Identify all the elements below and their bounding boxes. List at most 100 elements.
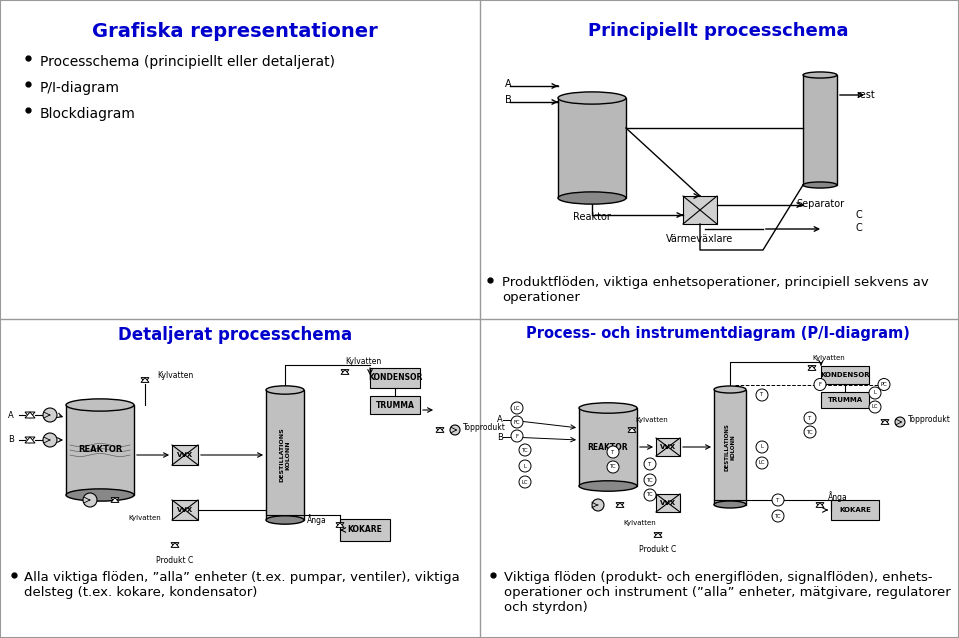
Text: Produkt C: Produkt C [640,545,677,554]
Circle shape [511,416,523,428]
Polygon shape [336,523,344,528]
Text: KOKARE: KOKARE [347,526,383,535]
Text: Processchema (principiellt eller detaljerat): Processchema (principiellt eller detalje… [40,55,335,69]
Ellipse shape [266,516,304,524]
Circle shape [83,493,97,507]
Bar [579,408,637,486]
Ellipse shape [266,386,304,394]
Circle shape [607,461,619,473]
Polygon shape [654,533,662,537]
Text: L: L [524,463,526,468]
Text: B: B [8,436,14,445]
Text: T: T [612,450,615,454]
Polygon shape [111,498,119,502]
Circle shape [869,387,881,399]
Circle shape [644,489,656,501]
Bar [714,390,746,505]
Polygon shape [808,366,816,371]
Polygon shape [616,503,624,507]
Circle shape [772,494,784,506]
Circle shape [772,510,784,522]
Polygon shape [25,437,35,443]
Text: LC: LC [872,404,878,410]
Circle shape [511,402,523,414]
Text: REAKTOR: REAKTOR [78,445,122,454]
Text: TC: TC [522,447,528,452]
Text: Topprodukt: Topprodukt [908,415,951,424]
Bar [172,500,198,520]
Text: DESTILLATIONS
KOLONN: DESTILLATIONS KOLONN [725,423,736,471]
Polygon shape [616,503,624,507]
Text: A: A [505,79,511,89]
Text: DESTILLATIONS
KOLONN: DESTILLATIONS KOLONN [280,427,291,482]
Polygon shape [808,366,816,371]
Circle shape [756,441,768,453]
Circle shape [869,401,881,413]
Text: VVX: VVX [177,452,193,458]
Text: VVX: VVX [177,507,193,513]
Text: P/I-diagram: P/I-diagram [40,81,120,95]
Polygon shape [341,369,349,375]
Polygon shape [654,533,662,537]
Ellipse shape [66,489,134,501]
Text: KONDENSOR: KONDENSOR [368,373,422,383]
Ellipse shape [579,481,637,491]
Text: KOKARE: KOKARE [839,507,871,513]
Ellipse shape [803,182,837,188]
Bar [683,196,717,224]
Text: TC: TC [775,514,782,519]
Bar [370,368,420,388]
Polygon shape [628,427,636,433]
Bar [266,390,304,520]
Circle shape [519,444,531,456]
Bar [821,392,869,408]
Text: Ånga: Ånga [307,515,327,526]
Circle shape [756,389,768,401]
Circle shape [804,426,816,438]
Circle shape [814,378,826,390]
Ellipse shape [714,501,746,508]
Text: TRUMMA: TRUMMA [828,397,862,403]
Text: F: F [818,382,822,387]
Text: TC: TC [807,429,813,434]
Text: Viktiga flöden (produkt- och energiflöden, signalflöden), enhets-
operationer oc: Viktiga flöden (produkt- och energiflöde… [504,571,950,614]
Polygon shape [336,523,344,528]
Text: T: T [648,461,651,466]
Polygon shape [141,378,149,382]
Polygon shape [436,427,444,433]
Text: A: A [9,410,14,420]
Text: Ånga: Ånga [828,491,848,503]
Bar [172,445,198,465]
Bar [821,366,869,384]
Text: T: T [777,498,780,503]
Bar [803,75,837,185]
Text: Kylvatten: Kylvatten [635,417,667,423]
Text: Kylvatten: Kylvatten [157,371,194,380]
Ellipse shape [558,192,626,204]
Text: C: C [855,210,862,220]
Polygon shape [111,498,119,502]
Polygon shape [816,503,824,507]
Bar [656,438,680,456]
Circle shape [878,378,890,390]
Circle shape [804,412,816,424]
Text: Kylvatten: Kylvatten [812,355,845,361]
Circle shape [644,458,656,470]
Text: TC: TC [646,493,653,498]
Ellipse shape [66,399,134,411]
Text: Produktflöden, viktiga enhetsoperationer, principiell sekvens av
operationer: Produktflöden, viktiga enhetsoperationer… [502,276,928,304]
Bar [340,519,390,541]
Ellipse shape [558,92,626,104]
Polygon shape [25,437,35,443]
Text: B: B [497,433,503,441]
Text: Detaljerat processchema: Detaljerat processchema [118,326,352,344]
Bar [66,405,134,495]
Text: Produkt C: Produkt C [156,556,194,565]
Circle shape [450,425,460,435]
Bar [558,98,626,198]
Text: Kylvatten: Kylvatten [345,357,382,366]
Text: Blockdiagram: Blockdiagram [40,107,136,121]
Text: F: F [516,433,519,438]
Polygon shape [171,542,179,547]
Text: LC: LC [522,480,528,484]
